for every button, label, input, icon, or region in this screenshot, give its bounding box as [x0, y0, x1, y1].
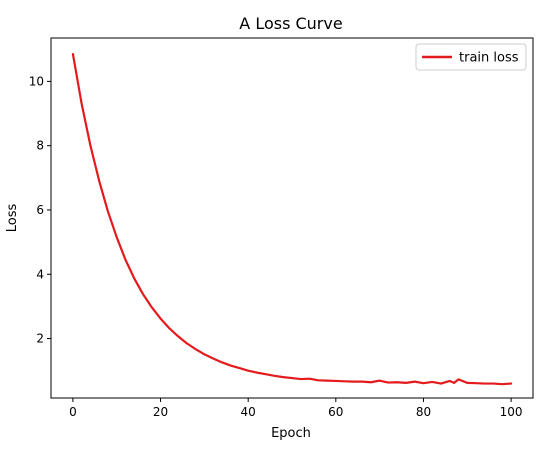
x-tick-label: 100	[500, 405, 523, 419]
y-tick-label: 8	[36, 139, 44, 153]
y-axis-ticks: 2 4 6 8 10	[29, 74, 51, 346]
x-axis-ticks: 0 20 40 60 80 100	[69, 398, 523, 419]
legend-label-train-loss: train loss	[459, 51, 519, 66]
y-tick-label: 2	[36, 332, 44, 346]
x-tick-label: 80	[416, 405, 431, 419]
legend: train loss	[415, 43, 527, 71]
axes-frame	[50, 37, 534, 399]
x-tick-label: 20	[153, 405, 168, 419]
y-tick-label: 6	[36, 203, 44, 217]
y-tick-label: 10	[29, 74, 44, 88]
x-axis-label: Epoch	[271, 426, 311, 441]
legend-box	[415, 43, 527, 71]
y-axis-label: Loss	[5, 204, 20, 233]
x-tick-label: 60	[328, 405, 343, 419]
x-tick-label: 40	[241, 405, 256, 419]
plot-area	[71, 52, 513, 386]
y-tick-label: 4	[36, 267, 44, 281]
series-line-train-loss	[71, 52, 513, 386]
x-tick-label: 0	[69, 405, 77, 419]
chart-title: A Loss Curve	[239, 14, 342, 33]
